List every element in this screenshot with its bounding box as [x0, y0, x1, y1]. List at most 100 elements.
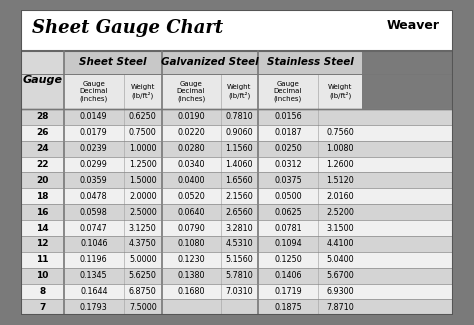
Text: 0.1380: 0.1380	[177, 271, 205, 280]
Bar	[21, 125, 453, 141]
Text: 0.0400: 0.0400	[177, 176, 205, 185]
Bar	[162, 51, 258, 74]
Text: 3.1250: 3.1250	[129, 224, 156, 232]
Text: 0.0190: 0.0190	[177, 112, 205, 122]
Text: 5.0000: 5.0000	[129, 255, 156, 264]
Text: 1.5120: 1.5120	[326, 176, 354, 185]
Text: 0.1406: 0.1406	[274, 271, 301, 280]
Text: 7.8710: 7.8710	[326, 303, 354, 312]
Text: 0.1094: 0.1094	[274, 240, 302, 248]
Text: 4.5310: 4.5310	[225, 240, 253, 248]
Text: 1.1560: 1.1560	[225, 144, 253, 153]
Text: 0.0179: 0.0179	[80, 128, 108, 137]
Bar	[21, 173, 453, 188]
Text: Weight
(lb/ft²): Weight (lb/ft²)	[328, 84, 352, 99]
Text: Weight
(lb/ft²): Weight (lb/ft²)	[227, 84, 251, 99]
Bar	[64, 74, 362, 109]
Text: 20: 20	[36, 176, 49, 185]
Text: 0.0520: 0.0520	[177, 192, 205, 201]
Text: 0.1680: 0.1680	[177, 287, 205, 296]
Bar	[21, 220, 453, 236]
Text: 0.0359: 0.0359	[80, 176, 108, 185]
Bar	[21, 252, 453, 268]
Text: 0.1719: 0.1719	[274, 287, 302, 296]
Bar	[21, 188, 453, 204]
Text: 0.0747: 0.0747	[80, 224, 108, 232]
Text: 8: 8	[39, 287, 46, 296]
Text: 0.1345: 0.1345	[80, 271, 108, 280]
Text: 0.9060: 0.9060	[225, 128, 253, 137]
Text: 0.0187: 0.0187	[274, 128, 302, 137]
Text: 6.9300: 6.9300	[326, 287, 354, 296]
Text: 5.6700: 5.6700	[326, 271, 354, 280]
Text: 2.1560: 2.1560	[225, 192, 253, 201]
Bar	[21, 109, 453, 125]
Text: 10: 10	[36, 271, 49, 280]
Text: 11: 11	[36, 255, 49, 264]
Bar	[21, 299, 453, 315]
Text: 0.1080: 0.1080	[177, 240, 205, 248]
Text: 7.0310: 7.0310	[225, 287, 253, 296]
Text: 0.0640: 0.0640	[177, 208, 205, 217]
Text: 0.0220: 0.0220	[177, 128, 205, 137]
Bar	[21, 204, 453, 220]
Text: 5.1560: 5.1560	[225, 255, 253, 264]
Text: 0.0375: 0.0375	[274, 176, 302, 185]
Bar	[64, 51, 162, 74]
Text: 0.0156: 0.0156	[274, 112, 302, 122]
Text: 0.6250: 0.6250	[129, 112, 156, 122]
Text: 0.0598: 0.0598	[80, 208, 108, 217]
Bar	[21, 10, 453, 51]
Text: 0.1230: 0.1230	[177, 255, 205, 264]
Text: 0.1250: 0.1250	[274, 255, 302, 264]
Text: 0.1196: 0.1196	[80, 255, 108, 264]
Bar	[21, 157, 453, 173]
Bar	[21, 236, 453, 252]
Text: 0.0149: 0.0149	[80, 112, 108, 122]
Text: 0.7500: 0.7500	[129, 128, 156, 137]
Text: 1.6560: 1.6560	[225, 176, 253, 185]
Text: 4.3750: 4.3750	[129, 240, 156, 248]
Text: 0.0781: 0.0781	[274, 224, 302, 232]
Bar	[21, 51, 64, 109]
Text: 18: 18	[36, 192, 49, 201]
Text: 2.6560: 2.6560	[225, 208, 253, 217]
Text: 2.5200: 2.5200	[326, 208, 354, 217]
Text: 2.0160: 2.0160	[326, 192, 354, 201]
Text: 0.0790: 0.0790	[177, 224, 205, 232]
Text: Weaver: Weaver	[387, 19, 440, 32]
Text: 0.0250: 0.0250	[274, 144, 302, 153]
Text: 1.4060: 1.4060	[226, 160, 253, 169]
Text: 0.0340: 0.0340	[177, 160, 205, 169]
Text: 14: 14	[36, 224, 49, 232]
Text: 7: 7	[39, 303, 46, 312]
Text: 5.7810: 5.7810	[225, 271, 253, 280]
Text: 0.0312: 0.0312	[274, 160, 302, 169]
Text: 0.0478: 0.0478	[80, 192, 108, 201]
Text: 2.5000: 2.5000	[129, 208, 156, 217]
Text: 5.0400: 5.0400	[326, 255, 354, 264]
Text: 3.1500: 3.1500	[326, 224, 354, 232]
Text: 0.0299: 0.0299	[80, 160, 108, 169]
Bar	[258, 51, 362, 74]
Text: 2.0000: 2.0000	[129, 192, 156, 201]
Text: 4.4100: 4.4100	[326, 240, 354, 248]
Text: 7.5000: 7.5000	[129, 303, 156, 312]
Text: Galvanized Steel: Galvanized Steel	[161, 58, 258, 68]
Text: 1.5000: 1.5000	[129, 176, 156, 185]
Text: 0.1046: 0.1046	[80, 240, 108, 248]
Bar	[21, 268, 453, 283]
Text: Gauge
Decimal
(inches): Gauge Decimal (inches)	[177, 81, 205, 102]
Text: Gauge
Decimal
(inches): Gauge Decimal (inches)	[273, 81, 302, 102]
Text: Sheet Gauge Chart: Sheet Gauge Chart	[32, 19, 223, 37]
Text: 0.7560: 0.7560	[326, 128, 354, 137]
Text: Gauge: Gauge	[22, 75, 63, 85]
Text: 28: 28	[36, 112, 49, 122]
Text: 0.7810: 0.7810	[225, 112, 253, 122]
Text: 0.1875: 0.1875	[274, 303, 302, 312]
Text: 1.2500: 1.2500	[129, 160, 156, 169]
Bar	[21, 141, 453, 157]
Text: 0.0625: 0.0625	[274, 208, 302, 217]
Text: Weight
(lb/ft²): Weight (lb/ft²)	[130, 84, 155, 99]
Text: 6.8750: 6.8750	[129, 287, 156, 296]
